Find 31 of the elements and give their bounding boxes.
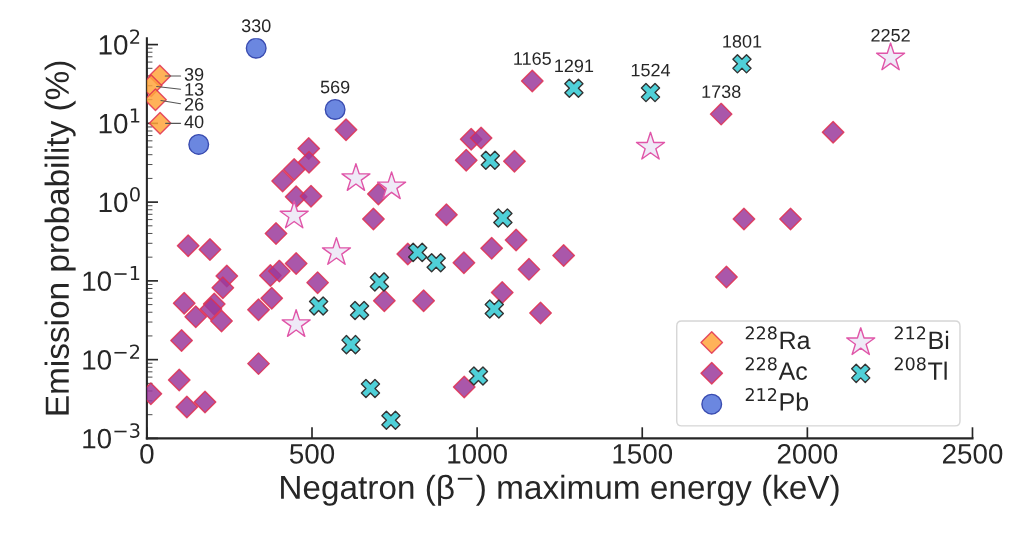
x-tick-label: 0 bbox=[140, 443, 154, 464]
x-tick-label: 1000 bbox=[448, 443, 507, 464]
annotation: 40 bbox=[184, 115, 204, 129]
y-tick-label: 10$^{2}$ bbox=[99, 29, 140, 55]
y-tick-label: 10$^{−1}$ bbox=[83, 265, 140, 292]
x-tick-label: 2500 bbox=[942, 443, 1003, 464]
x-axis-title: Negatron (β$^{−}$) maximum energy (keV) bbox=[281, 474, 839, 506]
annotation: 1738 bbox=[702, 85, 741, 99]
annotation: 1524 bbox=[631, 63, 671, 77]
annotation: 569 bbox=[320, 80, 350, 94]
legend-label: $^{228}$Ac bbox=[745, 357, 808, 380]
annotation: 2252 bbox=[871, 28, 910, 42]
annotation: 1165 bbox=[514, 52, 551, 65]
legend-label: $^{208}$Tl bbox=[894, 357, 947, 380]
annotation: 26 bbox=[184, 97, 204, 111]
legend-label: $^{212}$Bi bbox=[894, 326, 949, 349]
y-tick-label: 10$^{−3}$ bbox=[83, 423, 140, 449]
legend-label: $^{212}$Pb bbox=[745, 387, 809, 411]
x-tick-label: 2000 bbox=[777, 443, 838, 464]
y-tick-label: 10$^{−2}$ bbox=[83, 344, 140, 370]
annotation: 330 bbox=[241, 19, 271, 33]
x-tick-label: 500 bbox=[289, 443, 335, 464]
y-tick-label: 10$^{1}$ bbox=[99, 108, 140, 134]
annotation: 13 bbox=[185, 82, 204, 96]
annotation: 1801 bbox=[723, 34, 762, 48]
annotation: 1291 bbox=[555, 59, 594, 73]
x-tick-label: 1500 bbox=[613, 443, 673, 464]
legend-label: $^{228}$Ra bbox=[745, 326, 811, 350]
annotation: 39 bbox=[184, 68, 204, 81]
y-tick-label: 10$^{0}$ bbox=[99, 186, 140, 213]
y-axis-title: Emission probability (%) bbox=[44, 61, 76, 415]
